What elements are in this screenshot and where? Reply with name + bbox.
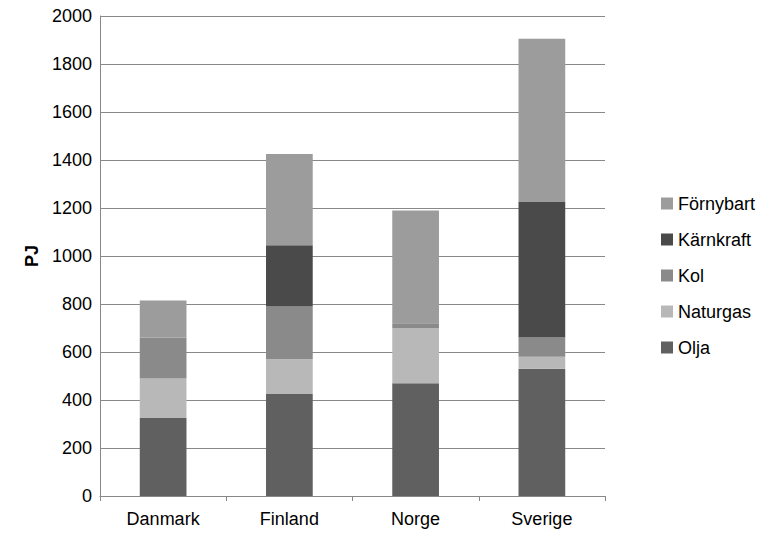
svg-text:1200: 1200	[52, 198, 92, 218]
svg-text:800: 800	[62, 294, 92, 314]
svg-text:Danmark: Danmark	[127, 509, 201, 529]
svg-text:Finland: Finland	[260, 509, 319, 529]
svg-text:Förnybart: Förnybart	[678, 194, 755, 214]
svg-text:600: 600	[62, 342, 92, 362]
svg-text:Sverige: Sverige	[511, 509, 572, 529]
svg-text:PJ: PJ	[22, 245, 42, 267]
svg-text:1800: 1800	[52, 54, 92, 74]
svg-text:2000: 2000	[52, 6, 92, 26]
svg-text:1600: 1600	[52, 102, 92, 122]
svg-text:1000: 1000	[52, 246, 92, 266]
svg-text:Kol: Kol	[678, 266, 704, 286]
svg-text:0: 0	[82, 486, 92, 506]
svg-text:Kärnkraft: Kärnkraft	[678, 230, 751, 250]
svg-text:200: 200	[62, 438, 92, 458]
svg-text:1400: 1400	[52, 150, 92, 170]
svg-text:Olja: Olja	[678, 338, 711, 358]
svg-text:Norge: Norge	[391, 509, 440, 529]
svg-text:Naturgas: Naturgas	[678, 302, 751, 322]
svg-text:400: 400	[62, 390, 92, 410]
